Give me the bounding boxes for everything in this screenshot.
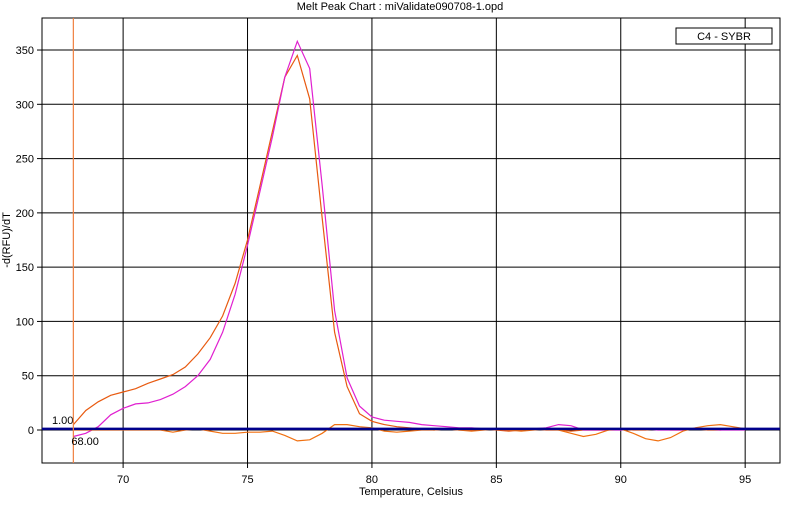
x-tick-label: 70 (117, 474, 129, 486)
marker-label: 68.00 (71, 436, 99, 448)
x-tick-label: 95 (739, 474, 751, 486)
x-tick-label: 90 (615, 474, 627, 486)
x-axis-label: Temperature, Celsius (359, 486, 463, 498)
chart-title: Melt Peak Chart : miValidate090708-1.opd (297, 1, 503, 13)
legend-box (675, 27, 773, 45)
y-tick-label: 250 (16, 154, 34, 166)
y-tick-label: 300 (16, 99, 34, 111)
threshold-label: 1.00 (52, 415, 73, 427)
x-tick-label: 75 (241, 474, 253, 486)
x-tick-label: 80 (366, 474, 378, 486)
y-axis-label: -d(RFU)/dT (1, 212, 13, 268)
legend-label: C4 - SYBR (697, 31, 751, 43)
y-tick-label: 50 (22, 371, 34, 383)
y-tick-label: 0 (28, 425, 34, 437)
y-tick-label: 100 (16, 316, 34, 328)
y-tick-label: 200 (16, 208, 34, 220)
plot-frame (41, 17, 781, 464)
y-tick-label: 150 (16, 262, 34, 274)
x-tick-label: 85 (490, 474, 502, 486)
y-tick-label: 350 (16, 45, 34, 57)
